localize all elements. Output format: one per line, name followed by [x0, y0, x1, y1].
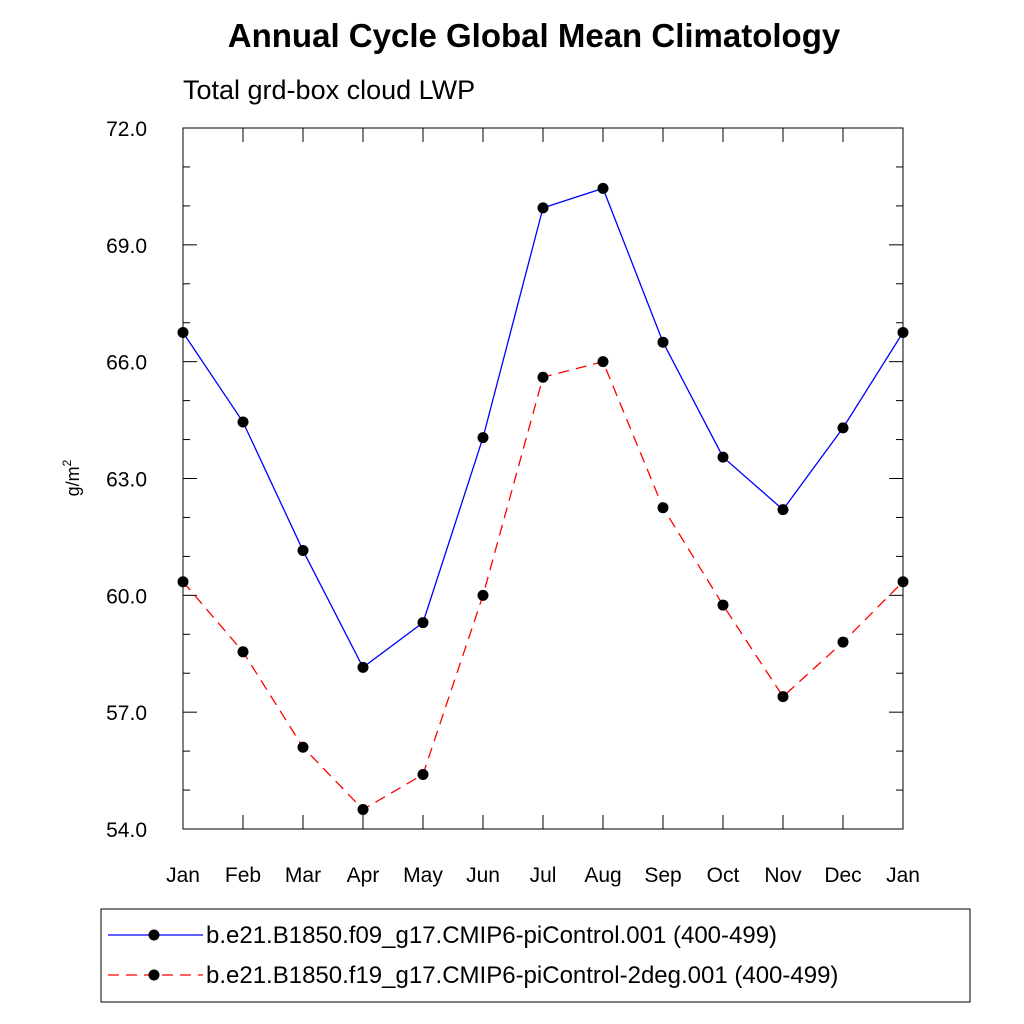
- data-point: [417, 768, 429, 780]
- data-point: [777, 504, 789, 516]
- series-layer: [177, 182, 909, 816]
- data-point: [897, 576, 909, 588]
- x-tick-label: Jul: [530, 864, 557, 887]
- series-line: [182, 360, 904, 811]
- x-tick-label: Dec: [824, 864, 861, 887]
- x-tick-label: Jan: [886, 864, 920, 887]
- plot-axes: Jan Feb Mar Apr May Jun Jul Aug Sep Oct Nov Dec Jan 5…: [106, 118, 920, 887]
- y-axis-label-superscript: 2: [60, 459, 74, 466]
- legend: b.e21.B1850.f09_g17.CMIP6-piControl.001 …: [108, 922, 838, 989]
- x-tick-label: Sep: [644, 864, 681, 887]
- x-tick-label: Jun: [466, 864, 500, 887]
- legend-entry-1: b.e21.B1850.f09_g17.CMIP6-piControl.001 …: [108, 922, 777, 949]
- y-tick-label: 57.0: [106, 702, 147, 725]
- legend-entry-2: b.e21.B1850.f19_g17.CMIP6-piControl-2deg…: [108, 962, 838, 989]
- y-tick-label: 69.0: [106, 235, 147, 258]
- data-point: [537, 202, 549, 214]
- chart-subtitle: Total grd-box cloud LWP: [183, 75, 475, 105]
- y-tick-label: 60.0: [106, 585, 147, 608]
- data-point: [897, 326, 909, 338]
- data-point: [597, 182, 609, 194]
- data-point: [477, 589, 489, 601]
- legend-box: [100, 908, 971, 1003]
- data-point: [177, 576, 189, 588]
- x-tick-label: Jan: [166, 864, 200, 887]
- data-point: [837, 636, 849, 648]
- y-axis-label-text: g/m: [63, 466, 83, 496]
- y-tick-label: 72.0: [106, 118, 147, 141]
- x-tick-label: Apr: [347, 864, 380, 887]
- x-tick-label: Feb: [225, 864, 261, 887]
- y-axis-label: g/m2: [60, 459, 83, 496]
- legend-label: b.e21.B1850.f19_g17.CMIP6-piControl-2deg…: [206, 962, 838, 989]
- data-point: [537, 371, 549, 383]
- data-point: [717, 451, 729, 463]
- data-point: [597, 356, 609, 368]
- x-tick-label: Mar: [285, 864, 321, 887]
- series-line: [182, 187, 904, 669]
- data-point: [177, 326, 189, 338]
- legend-label: b.e21.B1850.f09_g17.CMIP6-piControl.001 …: [206, 922, 777, 949]
- y-tick-label: 54.0: [106, 819, 147, 842]
- series-1: [177, 182, 909, 673]
- data-point: [297, 741, 309, 753]
- data-point: [477, 432, 489, 444]
- plot-frame: [182, 127, 904, 830]
- y-tick-label: 66.0: [106, 352, 147, 375]
- x-tick-label: Nov: [764, 864, 802, 887]
- data-point: [417, 617, 429, 629]
- series-2: [177, 356, 909, 816]
- legend-marker: [148, 929, 160, 941]
- data-point: [237, 646, 249, 658]
- data-point: [837, 422, 849, 434]
- data-point: [297, 545, 309, 557]
- data-point: [237, 416, 249, 428]
- y-tick-label: 63.0: [106, 469, 147, 492]
- x-tick-label: Aug: [584, 864, 621, 887]
- data-point: [777, 691, 789, 703]
- x-tick-label: May: [403, 864, 443, 887]
- x-tick-label: Oct: [707, 864, 740, 887]
- data-point: [657, 502, 669, 514]
- data-point: [357, 661, 369, 673]
- legend-marker: [148, 969, 160, 981]
- data-point: [357, 804, 369, 816]
- chart-title: Annual Cycle Global Mean Climatology: [228, 17, 841, 54]
- data-point: [657, 336, 669, 348]
- data-point: [717, 599, 729, 611]
